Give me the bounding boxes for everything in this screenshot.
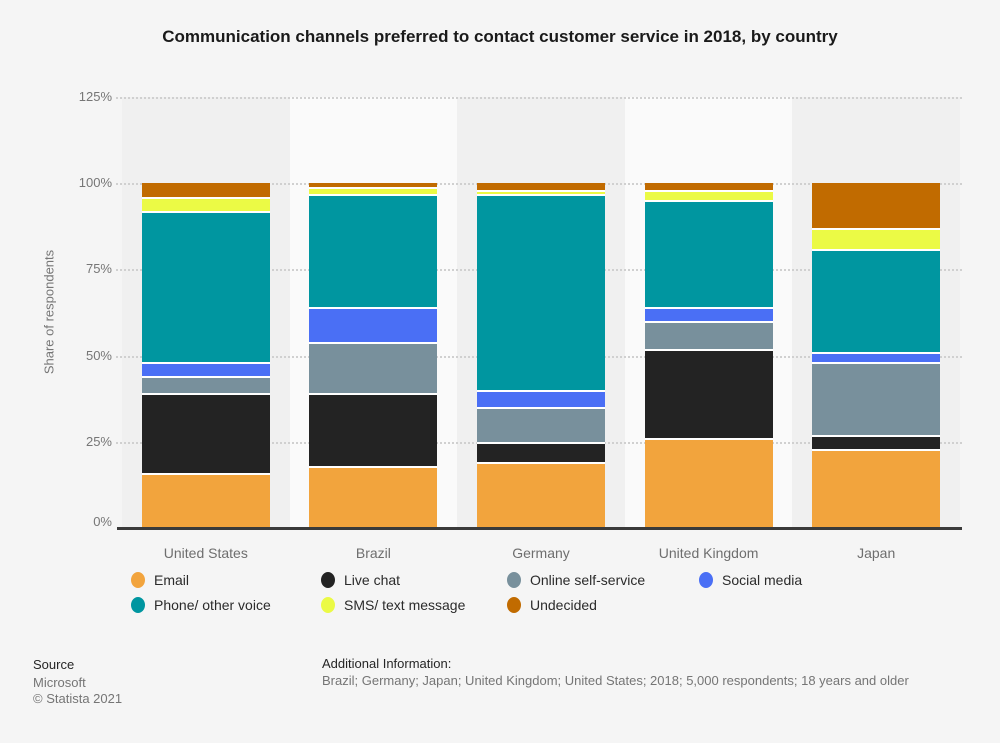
legend-item-phone-other-voice: Phone/ other voice xyxy=(131,596,271,614)
category-label-japan: Japan xyxy=(857,545,896,561)
source-name: Microsoft xyxy=(33,675,86,690)
bar-segment-sms-text-message-japan[interactable] xyxy=(812,228,941,249)
bar-germany xyxy=(477,183,605,528)
bar-segment-online-self-service-united-states[interactable] xyxy=(141,376,270,394)
additional-information-label: Additional Information: xyxy=(322,656,452,671)
copyright-notice: © Statista 2021 xyxy=(33,691,123,706)
bar-segment-undecided-brazil[interactable] xyxy=(309,183,438,187)
bar-segment-phone-other-voice-japan[interactable] xyxy=(812,248,941,353)
bar-segment-email-united-kingdom[interactable] xyxy=(644,438,773,528)
bar-segment-email-japan[interactable] xyxy=(812,448,941,528)
bar-segment-live-chat-germany[interactable] xyxy=(477,441,605,463)
legend-label-phone-other-voice: Phone/ other voice xyxy=(154,597,271,613)
bar-segment-undecided-united-states[interactable] xyxy=(141,183,270,197)
bar-segment-sms-text-message-brazil[interactable] xyxy=(309,186,438,194)
legend-item-online-self-service: Online self-service xyxy=(507,571,645,589)
bar-segment-social-media-germany[interactable] xyxy=(477,390,605,408)
bar-segment-email-united-states[interactable] xyxy=(141,472,270,528)
bar-segment-social-media-brazil[interactable] xyxy=(309,307,438,342)
category-label-germany: Germany xyxy=(512,545,570,561)
bar-segment-social-media-japan[interactable] xyxy=(812,352,941,363)
y-tick-label-75: 75% xyxy=(85,261,112,277)
category-label-united-states: United States xyxy=(163,545,248,561)
legend-marker-sms-text-message xyxy=(321,597,335,613)
source-label: Source xyxy=(33,657,75,672)
legend-item-email: Email xyxy=(131,571,189,589)
bar-japan xyxy=(812,183,941,528)
legend-marker-undecided xyxy=(507,597,521,613)
bar-segment-phone-other-voice-united-states[interactable] xyxy=(141,210,270,363)
legend-marker-social-media xyxy=(699,572,713,588)
legend-item-undecided: Undecided xyxy=(507,596,597,614)
bar-segment-online-self-service-germany[interactable] xyxy=(477,407,605,442)
bar-segment-phone-other-voice-germany[interactable] xyxy=(477,193,605,391)
legend-label-sms-text-message: SMS/ text message xyxy=(344,597,466,613)
y-tick-label-125: 125% xyxy=(78,89,112,104)
y-tick-label-0: 0% xyxy=(93,514,112,529)
bar-segment-undecided-japan[interactable] xyxy=(812,183,941,228)
bar-segment-email-brazil[interactable] xyxy=(309,465,438,528)
legend-item-live-chat: Live chat xyxy=(321,571,400,589)
y-tick-label-50: 50% xyxy=(85,347,112,363)
legend-label-undecided: Undecided xyxy=(530,597,597,613)
legend-label-live-chat: Live chat xyxy=(344,572,401,588)
legend-label-social-media: Social media xyxy=(722,572,803,588)
bar-segment-online-self-service-brazil[interactable] xyxy=(309,341,438,394)
bar-segment-phone-other-voice-brazil[interactable] xyxy=(309,193,438,308)
y-tick-label-25: 25% xyxy=(85,433,112,449)
legend-marker-phone-other-voice xyxy=(131,597,145,613)
legend-label-online-self-service: Online self-service xyxy=(530,572,646,588)
bar-segment-sms-text-message-united-states[interactable] xyxy=(141,196,270,211)
bar-segment-online-self-service-japan[interactable] xyxy=(812,362,941,435)
bar-united-kingdom xyxy=(644,183,773,528)
bar-segment-sms-text-message-united-kingdom[interactable] xyxy=(644,190,773,201)
y-tick-label-100: 100% xyxy=(78,175,112,191)
gridline-125 xyxy=(116,97,962,99)
additional-information-text: Brazil; Germany; Japan; United Kingdom; … xyxy=(322,673,909,688)
bar-segment-online-self-service-united-kingdom[interactable] xyxy=(644,321,773,349)
bar-segment-undecided-united-kingdom[interactable] xyxy=(644,183,773,191)
x-axis-line xyxy=(117,527,962,530)
bar-brazil xyxy=(309,183,438,528)
bar-segment-live-chat-united-kingdom[interactable] xyxy=(644,348,773,439)
bar-segment-social-media-united-kingdom[interactable] xyxy=(644,307,773,322)
category-label-united-kingdom: United Kingdom xyxy=(658,545,759,561)
category-label-brazil: Brazil xyxy=(355,545,391,561)
legend-item-social-media: Social media xyxy=(699,571,802,589)
legend-label-email: Email xyxy=(154,572,190,588)
bar-segment-sms-text-message-germany[interactable] xyxy=(477,190,605,194)
bar-segment-undecided-germany[interactable] xyxy=(477,183,605,191)
legend-marker-online-self-service xyxy=(507,572,521,588)
bar-segment-live-chat-brazil[interactable] xyxy=(309,393,438,466)
legend-marker-email xyxy=(131,572,145,588)
bar-segment-email-germany[interactable] xyxy=(477,462,605,528)
legend-item-sms-text-message: SMS/ text message xyxy=(321,596,465,614)
bar-segment-phone-other-voice-united-kingdom[interactable] xyxy=(644,200,773,308)
bar-segment-live-chat-japan[interactable] xyxy=(812,434,941,449)
bar-united-states xyxy=(141,183,270,528)
chart-title: Communication channels preferred to cont… xyxy=(162,27,838,46)
legend-marker-live-chat xyxy=(321,572,335,588)
bar-segment-social-media-united-states[interactable] xyxy=(141,362,270,377)
bar-segment-live-chat-united-states[interactable] xyxy=(141,393,270,473)
